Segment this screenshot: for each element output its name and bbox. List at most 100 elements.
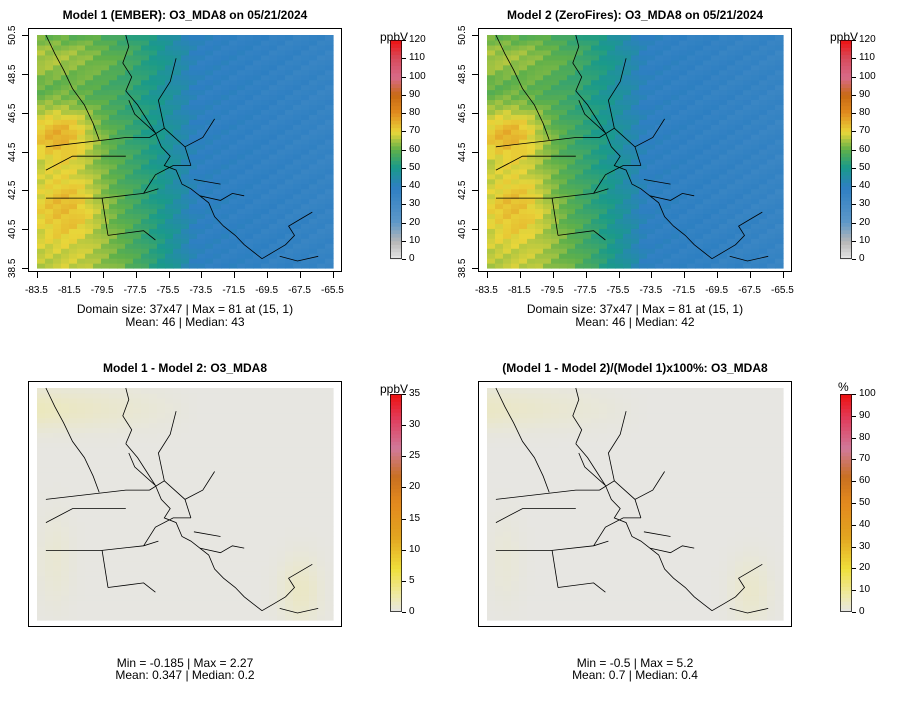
grid-cell	[679, 69, 688, 76]
grid-cell	[759, 168, 768, 175]
grid-cell	[751, 114, 760, 120]
grid-cell	[543, 49, 552, 56]
grid-cell	[45, 203, 54, 210]
grid-cell	[711, 54, 720, 61]
grid-cell	[133, 486, 142, 493]
grid-cell	[125, 560, 134, 567]
grid-cell	[45, 94, 54, 101]
grid-cell	[519, 153, 528, 160]
grid-cell	[655, 35, 664, 41]
grid-cell	[221, 511, 230, 517]
grid-cell	[189, 208, 198, 215]
grid-cell	[679, 64, 688, 71]
grid-cell	[37, 74, 46, 81]
grid-cell	[133, 516, 142, 522]
map-boundary-line	[593, 165, 641, 194]
grid-cell	[735, 149, 744, 155]
grid-cell	[591, 223, 600, 229]
grid-cell	[37, 402, 46, 409]
grid-cell	[639, 248, 648, 254]
grid-cell	[655, 163, 664, 170]
grid-cell	[133, 64, 142, 71]
grid-cell	[727, 243, 736, 249]
grid-cell	[695, 44, 704, 51]
grid-cell	[205, 238, 214, 244]
grid-cell	[631, 213, 640, 220]
grid-cell	[213, 605, 222, 611]
grid-cell	[567, 243, 576, 249]
grid-cell	[551, 64, 560, 71]
grid-cell	[45, 595, 54, 601]
grid-cell	[197, 481, 206, 488]
grid-cell	[663, 129, 672, 135]
grid-cell	[117, 412, 126, 419]
grid-cell	[695, 74, 704, 81]
grid-cell	[109, 447, 118, 453]
grid-cell	[149, 49, 158, 56]
grid-cell	[317, 99, 326, 106]
grid-cell	[511, 253, 520, 259]
grid-cell	[205, 54, 214, 61]
grid-cell	[503, 223, 512, 229]
grid-cell	[125, 392, 134, 399]
grid-cell	[229, 99, 238, 106]
grid-cell	[631, 223, 640, 229]
grid-cell	[189, 35, 198, 41]
grid-cell	[237, 89, 246, 96]
grid-cell	[543, 258, 552, 264]
grid-cell	[101, 471, 110, 478]
grid-cell	[149, 462, 158, 468]
grid-cell	[551, 84, 560, 91]
grid-cell	[189, 59, 198, 66]
grid-cell	[77, 447, 86, 453]
grid-cell	[277, 163, 286, 170]
grid-cell	[775, 109, 784, 115]
grid-cell	[197, 248, 206, 254]
grid-cell	[205, 531, 214, 537]
grid-cell	[229, 491, 238, 498]
grid-cell	[157, 59, 166, 66]
grid-cell	[205, 511, 214, 517]
grid-cell	[301, 263, 310, 269]
grid-cell	[213, 526, 222, 532]
grid-cell	[221, 397, 230, 404]
grid-cell	[285, 104, 294, 110]
grid-cell	[109, 144, 118, 150]
grid-cell	[309, 64, 318, 71]
grid-cell	[85, 407, 94, 414]
grid-cell	[109, 560, 118, 567]
grid-cell	[69, 218, 78, 224]
grid-cell	[101, 49, 110, 56]
grid-cell	[727, 248, 736, 254]
grid-cell	[237, 427, 246, 434]
grid-cell	[607, 203, 616, 210]
grid-cell	[197, 84, 206, 91]
grid-cell	[647, 168, 656, 175]
grid-cell	[37, 84, 46, 91]
grid-cell	[615, 173, 624, 180]
grid-cell	[93, 64, 102, 71]
grid-cell	[671, 263, 680, 269]
grid-cell	[599, 79, 608, 86]
colorbar-segment	[390, 186, 402, 191]
grid-cell	[93, 605, 102, 611]
grid-cell	[751, 99, 760, 106]
grid-cell	[317, 193, 326, 200]
grid-cell	[101, 39, 110, 46]
grid-cell	[719, 213, 728, 220]
grid-cell	[53, 129, 62, 135]
map-boundary-line	[107, 230, 156, 241]
grid-cell	[93, 124, 102, 130]
grid-cell	[599, 54, 608, 61]
grid-cell	[759, 79, 768, 86]
grid-cell	[655, 258, 664, 264]
grid-cell	[133, 183, 142, 190]
grid-cell	[607, 188, 616, 195]
grid-cell	[487, 248, 496, 254]
grid-cell	[487, 163, 496, 170]
grid-cell	[109, 49, 118, 56]
grid-cell	[141, 243, 150, 249]
colorbar-segment	[840, 102, 852, 107]
grid-cell	[269, 49, 278, 56]
grid-cell	[237, 471, 246, 478]
